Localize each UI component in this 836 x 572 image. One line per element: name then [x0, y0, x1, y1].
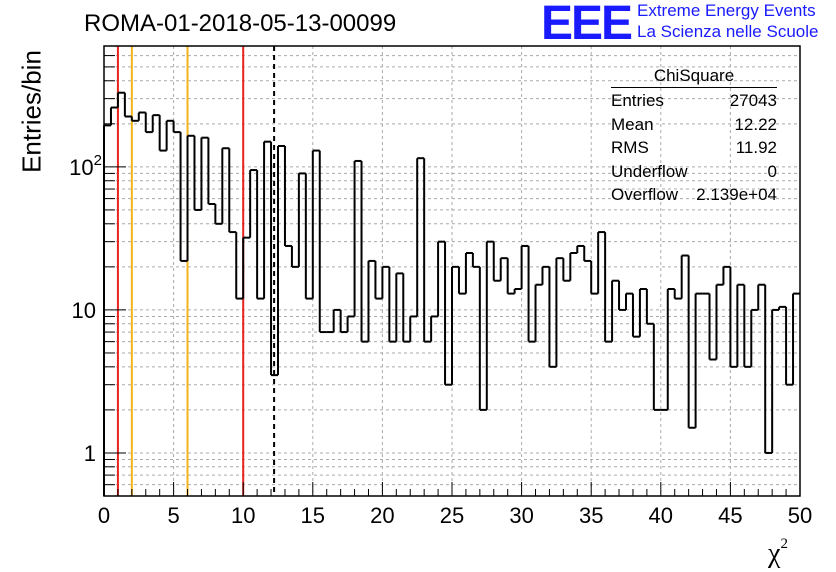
marker-lines-layer [116, 46, 276, 496]
y-axis-label: Entries/bin [16, 50, 47, 173]
stats-label: Mean [611, 114, 654, 134]
histogram-layer [103, 91, 800, 496]
stats-value: 27043 [729, 91, 777, 110]
x-tick-label: 25 [440, 503, 464, 528]
x-tick-label: 10 [231, 503, 255, 528]
x-tick-label: 15 [301, 503, 325, 528]
x-tick-label: 30 [509, 503, 533, 528]
y-tick-label: 102 [69, 152, 102, 180]
y-tick-label: 1 [84, 441, 96, 466]
stats-value: 0 [767, 161, 777, 181]
stats-value: 11.92 [735, 138, 777, 157]
x-tick-label: 35 [579, 503, 603, 528]
logo-text-line2: La Scienza nelle Scuole [637, 22, 819, 41]
chart-title: ROMA-01-2018-05-13-00099 [84, 10, 397, 37]
x-tick-label: 20 [370, 503, 394, 528]
x-tick-label: 40 [649, 503, 673, 528]
y-tick-label: 10 [72, 298, 96, 323]
stats-rows: Entries 27043 Mean 12.22 RMS 11.92 Underflow 0 O… [611, 91, 777, 209]
x-tick-label: 50 [788, 503, 812, 528]
stats-box: ChiSquare Entries 27043 Mean 12.22 RMS 11.92 U… [611, 66, 777, 209]
stats-row: Mean 12.22 [611, 115, 777, 139]
x-tick-label: 5 [167, 503, 179, 528]
stats-row: Entries 27043 [611, 91, 777, 115]
stats-label: Overflow [611, 185, 679, 204]
stats-row: RMS 11.92 [611, 138, 777, 162]
x-tick-label: 45 [718, 503, 742, 528]
logo-text-line1: Extreme Energy Events [637, 1, 816, 20]
stats-label: Entries [611, 91, 664, 110]
stats-row: Overflow 2.139e+04 [611, 185, 777, 209]
stats-label: RMS [611, 138, 649, 157]
ticks-layer: 0 5 10 15 20 25 30 35 40 45 50 1 10 102 [69, 45, 812, 528]
x-tick-label: 0 [98, 503, 110, 528]
stats-row: Underflow 0 [611, 162, 777, 186]
eee-logo: EEE [541, 0, 633, 50]
stats-value: 12.22 [734, 114, 777, 134]
x-axis-label: χ2 [768, 536, 788, 569]
stats-box-title: ChiSquare [611, 66, 777, 88]
stats-label: Underflow [611, 161, 688, 181]
stats-value: 2.139e+04 [696, 185, 777, 204]
